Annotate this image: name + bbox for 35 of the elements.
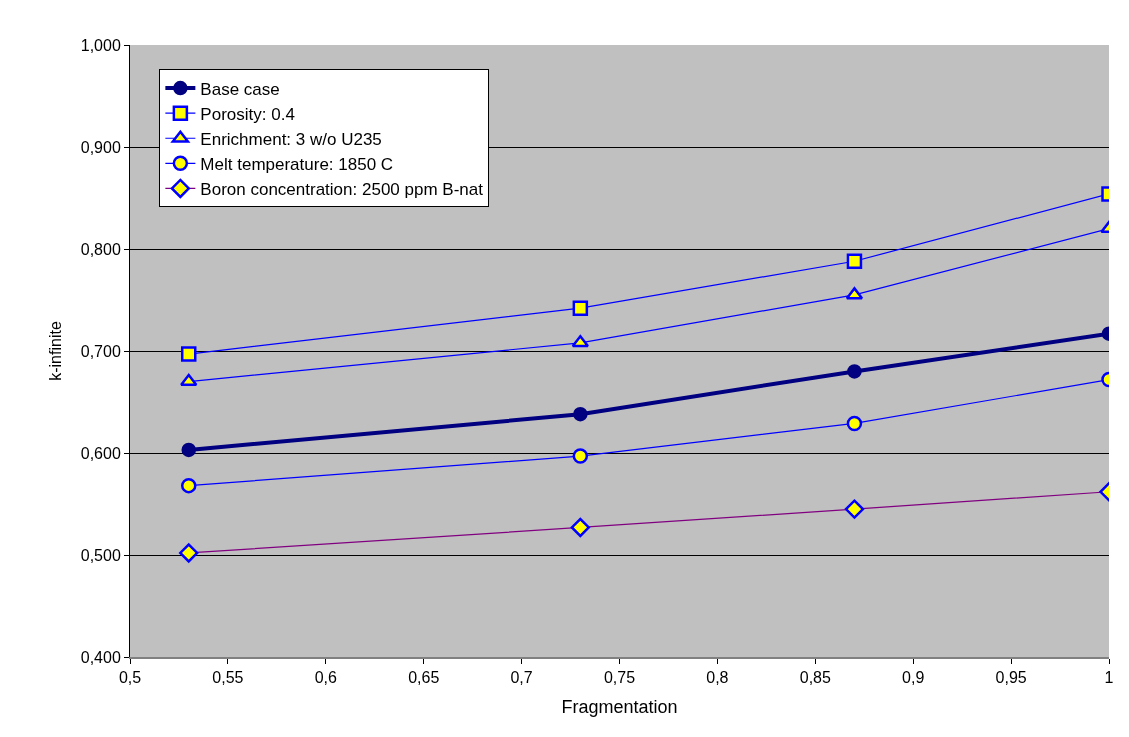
y-tick-label: 0,800 bbox=[80, 240, 121, 258]
legend-label: Boron concentration: 2500 ppm B-nat bbox=[200, 180, 484, 200]
y-tick-label: 0,700 bbox=[80, 342, 121, 360]
y-tick-label: 0,400 bbox=[80, 648, 121, 666]
x-tick-label: 0,5 bbox=[118, 669, 142, 687]
x-tick-label: 0,65 bbox=[408, 669, 440, 687]
point bbox=[572, 300, 589, 316]
x-tick-label: 0,55 bbox=[212, 669, 244, 687]
point bbox=[846, 415, 863, 432]
x-axis-title: Fragmentation bbox=[561, 696, 678, 717]
point bbox=[179, 373, 198, 387]
x-tick-label: 0,8 bbox=[706, 669, 729, 687]
point bbox=[847, 364, 862, 379]
x-tick-label: 1 bbox=[1104, 669, 1114, 687]
point bbox=[572, 448, 589, 464]
y-tick-label: 0,600 bbox=[80, 444, 121, 462]
legend-label: Melt temperature: 1850 C bbox=[200, 154, 394, 174]
x-tick-label: 0,75 bbox=[603, 669, 636, 687]
point bbox=[181, 442, 196, 458]
x-tick-label: 0,9 bbox=[902, 669, 925, 687]
x-tick-label: 0,7 bbox=[510, 669, 533, 687]
legend-label: Base case bbox=[200, 79, 280, 99]
x-tick-label: 0,95 bbox=[995, 669, 1027, 687]
point bbox=[181, 477, 197, 494]
point bbox=[180, 346, 197, 362]
y-tick-label: 0,500 bbox=[80, 546, 121, 564]
y-tick-label: 1,000 bbox=[80, 36, 121, 54]
legend-label: Porosity: 0.4 bbox=[200, 104, 295, 124]
y-axis-title: k-infinite bbox=[46, 321, 64, 381]
point bbox=[573, 406, 588, 422]
legend-label: Enrichment: 3 w/o U235 bbox=[200, 129, 382, 149]
x-tick-label: 0,85 bbox=[799, 669, 831, 687]
point bbox=[846, 253, 863, 269]
y-tick-label: 0,900 bbox=[80, 138, 121, 156]
x-tick-label: 0,6 bbox=[314, 669, 338, 687]
